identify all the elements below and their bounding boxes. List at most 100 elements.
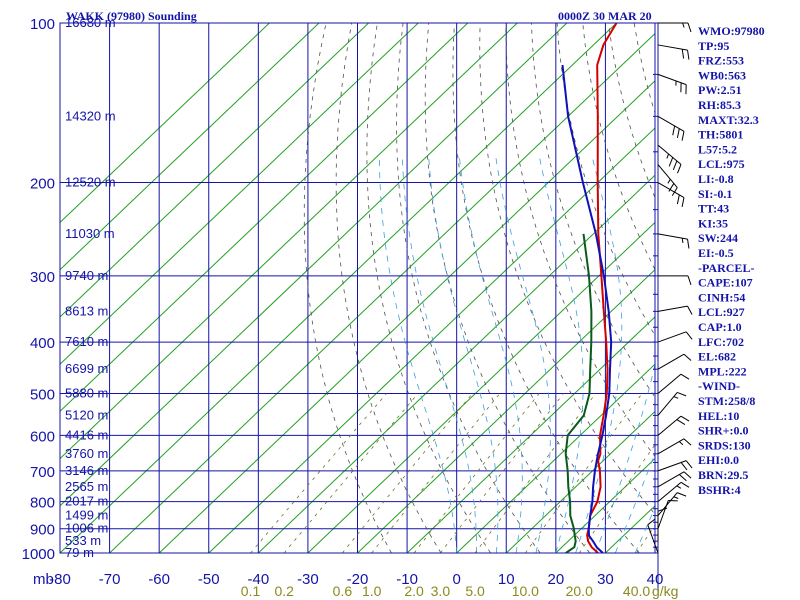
wind-barb-flag xyxy=(672,125,676,136)
mixing-ratio-line xyxy=(440,393,564,553)
dry-adiabat xyxy=(505,23,655,458)
mixing-ratio-line xyxy=(413,393,540,553)
wind-barb-flag xyxy=(666,153,670,159)
height-label: 79 m xyxy=(65,545,94,560)
index-line: TH:5801 xyxy=(698,128,743,142)
height-label: 7610 m xyxy=(65,334,108,349)
height-label: 12520 m xyxy=(65,175,116,190)
wind-barb xyxy=(657,115,685,132)
index-line: KI:35 xyxy=(698,216,728,230)
height-label: 14320 m xyxy=(65,108,116,123)
x-tick-label: -30 xyxy=(297,571,319,588)
isotherm-line xyxy=(109,32,655,553)
mixing-ratio-line xyxy=(371,393,501,553)
mixing-ratio-line xyxy=(525,393,643,553)
parcel-line xyxy=(561,64,613,553)
x-tick-label: -60 xyxy=(148,571,170,588)
wind-barb-flag xyxy=(681,238,684,243)
grid-layer xyxy=(59,22,656,554)
pressure-tick-label: 1000 xyxy=(22,546,55,563)
isotherm-line xyxy=(158,80,655,553)
wind-barb xyxy=(657,492,678,516)
mixing-ratio-label: 3.0 xyxy=(431,583,451,599)
wind-barb xyxy=(657,331,687,343)
moist-adiabat xyxy=(495,158,551,553)
isotherm-line xyxy=(505,410,655,553)
dry-adiabat xyxy=(556,23,655,337)
wind-layer xyxy=(647,22,693,593)
mixing-ratio-line xyxy=(474,393,597,553)
mixing-ratio-unit-label: g/kg xyxy=(652,583,678,599)
index-line: LFC:702 xyxy=(698,335,744,349)
mixing-ratio-line xyxy=(283,393,419,553)
moist-adiabat xyxy=(614,452,655,553)
wind-barb xyxy=(657,460,687,472)
mixing-ratio-line xyxy=(578,444,655,553)
wind-barb xyxy=(657,415,682,436)
index-line: LCL:975 xyxy=(698,157,745,171)
wind-barb-flag xyxy=(683,353,692,361)
x-tick-label: -80 xyxy=(49,571,71,588)
index-line: SW:244 xyxy=(698,231,738,245)
wind-barb xyxy=(657,392,678,416)
wind-barb xyxy=(657,182,685,198)
index-line: HEL:10 xyxy=(698,409,739,423)
indices-panel: WMO:97980TP:95FRZ:553WB0:563PW:2.51RH:85… xyxy=(698,24,765,497)
dewpoint-line xyxy=(564,233,593,553)
wind-barb-flag xyxy=(667,179,671,184)
index-line: LI:-0.8 xyxy=(698,172,734,186)
moist-adiabat xyxy=(634,506,655,553)
mixing-ratio-label: 0.6 xyxy=(333,583,353,599)
wind-barb-flag xyxy=(671,187,678,196)
wind-barb-flag xyxy=(668,157,674,167)
wind-barb xyxy=(657,353,685,370)
index-line: MPL:222 xyxy=(698,364,747,378)
isotherm-line xyxy=(60,23,320,271)
pressure-tick-label: 500 xyxy=(30,386,55,403)
wind-barb-flag xyxy=(683,471,692,479)
isotherm-line xyxy=(60,23,568,507)
height-label: 11030 m xyxy=(65,226,115,241)
index-line: WMO:97980 xyxy=(698,24,765,38)
wind-barb-flag xyxy=(677,492,687,497)
index-line: RH:85.3 xyxy=(698,98,741,112)
wind-barb-flag xyxy=(683,438,692,446)
wind-barb-flag xyxy=(647,518,656,526)
height-label: 2565 m xyxy=(65,479,108,494)
index-line: LCL:927 xyxy=(698,305,745,319)
index-line: TP:95 xyxy=(698,39,729,53)
index-line: -WIND- xyxy=(698,379,740,393)
wind-barb-flag xyxy=(687,275,692,286)
wind-barb-flag xyxy=(657,507,668,512)
isotherm-line xyxy=(60,23,469,413)
x-tick-label: -10 xyxy=(396,571,418,588)
height-label: 2017 m xyxy=(65,494,108,509)
dry-adiabat xyxy=(424,23,591,553)
index-line: SHR+:0.0 xyxy=(698,424,749,438)
dry-adiabat xyxy=(762,23,800,553)
height-label: 3146 m xyxy=(65,463,108,478)
wind-barb xyxy=(657,44,688,51)
dry-adiabat xyxy=(788,23,800,553)
index-line: -PARCEL- xyxy=(698,261,754,275)
wind-barb xyxy=(657,471,685,488)
moist-adiabat xyxy=(539,158,584,553)
index-line: SI:-0.1 xyxy=(698,187,732,201)
wind-barb-flag xyxy=(673,496,679,499)
index-line: BSHR:4 xyxy=(698,483,741,497)
series-layer xyxy=(561,23,618,553)
wind-barb-flag xyxy=(678,474,687,482)
wind-barb-flag xyxy=(685,460,693,469)
mixing-ratio-label: 20.0 xyxy=(566,583,593,599)
x-tick-label: -70 xyxy=(99,571,121,588)
height-label: 5880 m xyxy=(65,385,108,400)
wind-barb xyxy=(657,305,688,312)
isotherm-line xyxy=(60,23,270,224)
pressure-tick-label: 200 xyxy=(30,176,55,193)
wind-barb xyxy=(657,233,688,240)
wind-barb xyxy=(657,144,682,165)
wind-barb-flag xyxy=(672,160,678,170)
dry-adiabat xyxy=(531,23,655,398)
pressure-tick-label: 600 xyxy=(30,428,55,445)
pressure-tick-label: 400 xyxy=(30,335,55,352)
